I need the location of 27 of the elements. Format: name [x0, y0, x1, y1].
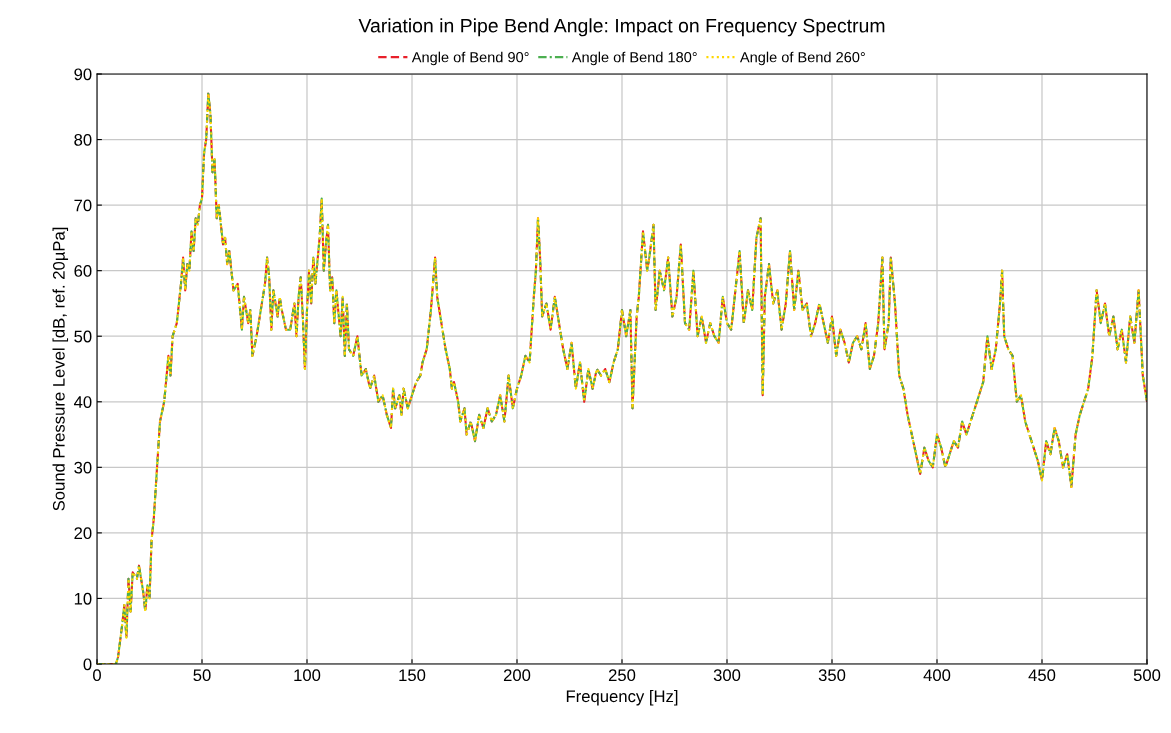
y-tick-label: 10	[74, 592, 92, 605]
x-tick-label: 250	[608, 669, 636, 682]
y-axis-title: Sound Pressure Level [dB, ref. 20µPa]	[52, 227, 69, 511]
y-tick-label: 20	[74, 527, 92, 540]
y-tick-label: 80	[74, 133, 92, 146]
x-tick-label: 450	[1028, 669, 1056, 682]
y-tick-label: 0	[83, 658, 92, 671]
x-tick-label: 200	[503, 669, 531, 682]
x-tick-label: 350	[818, 669, 846, 682]
y-tick-label: 60	[74, 265, 92, 277]
x-tick-label: 150	[399, 669, 426, 682]
x-tick-label: 300	[713, 669, 741, 682]
x-axis-title: Frequency [Hz]	[566, 689, 678, 706]
x-tick-label: 50	[193, 669, 211, 682]
y-tick-label: 70	[74, 199, 92, 212]
legend-label: Angle of Bend 90°	[411, 51, 529, 66]
x-tick-label: 500	[1133, 669, 1161, 682]
x-tick-label: 0	[93, 669, 101, 682]
y-tick-label: 30	[74, 461, 92, 474]
y-tick-label: 90	[74, 68, 92, 81]
legend-label: Angle of Bend 260°	[739, 51, 865, 66]
x-tick-label: 400	[923, 669, 951, 682]
legend-label: Angle of Bend 180°	[571, 51, 697, 66]
x-tick-label: 100	[294, 669, 321, 682]
chart-title: Variation in Pipe Bend Angle: Impact on Frequency Spectrum	[358, 18, 885, 37]
y-tick-label: 40	[73, 396, 92, 408]
y-tick-label: 50	[74, 330, 92, 343]
